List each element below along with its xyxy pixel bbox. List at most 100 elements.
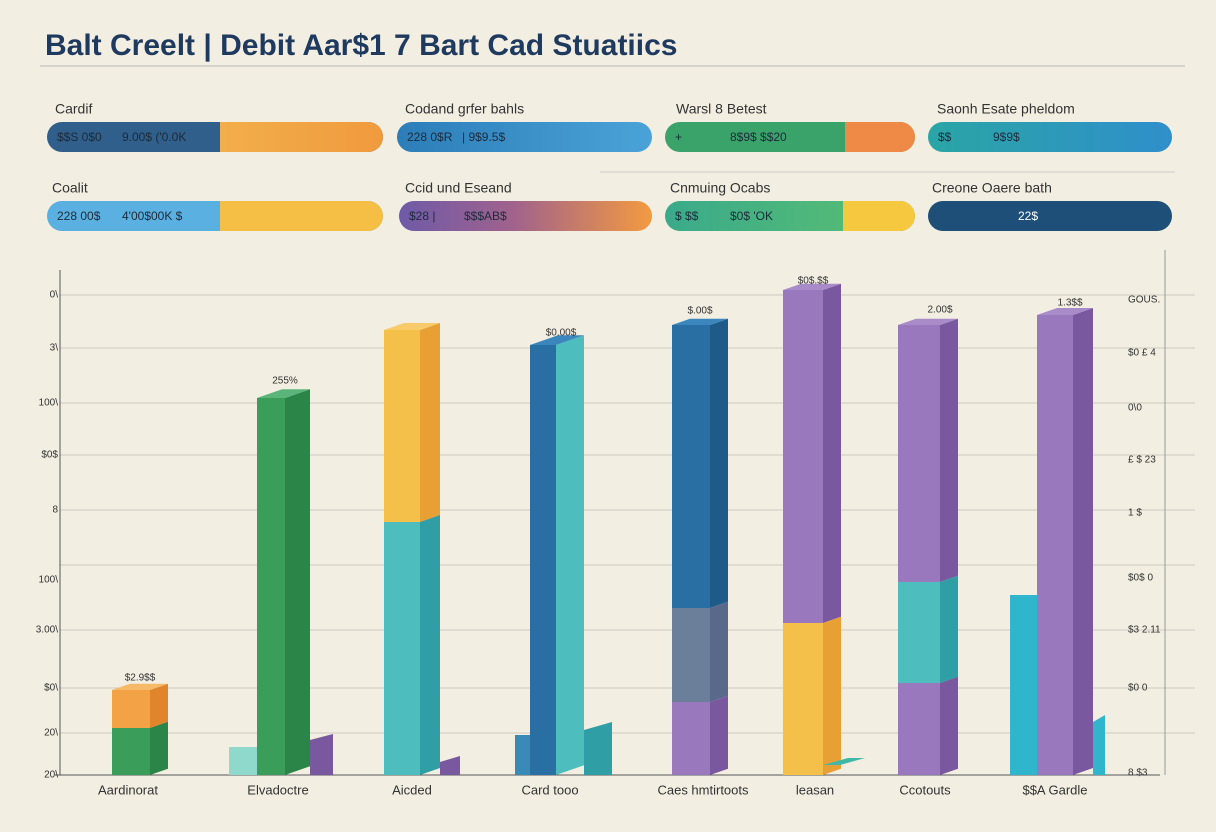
pill-segment: [397, 122, 652, 152]
bar-front: [384, 522, 420, 775]
bar-label: $.00$: [687, 306, 712, 317]
pill-label: Coalit: [52, 180, 88, 196]
x-tick-label: leasan: [796, 782, 834, 797]
bar-side: [556, 335, 584, 775]
y-tick-label-right: 0\0: [1128, 403, 1142, 414]
pill-left: +: [675, 130, 682, 144]
bar-top: [384, 323, 440, 330]
bar-front: [672, 702, 710, 775]
pill: [928, 201, 1172, 231]
y-tick-label-right: 8 $3: [1128, 768, 1148, 779]
y-tick-label-right: £ $ 23: [1128, 455, 1156, 466]
bar-small: [440, 756, 460, 775]
bar-front: [112, 728, 150, 775]
pill-left: $28 |: [409, 209, 435, 223]
bar-small: [1093, 715, 1105, 775]
pill-left: 228 00$: [57, 209, 101, 223]
pill-label: Codand grfer bahls: [405, 101, 524, 117]
bar-top: [783, 283, 841, 290]
pill-right: 9.00$ ('0.0K: [122, 130, 186, 144]
bar-small: [1010, 595, 1038, 775]
y-tick-label: 0\: [50, 290, 59, 301]
bar-side: [285, 389, 310, 775]
bar-front: [783, 290, 823, 623]
bar-side: [940, 318, 958, 582]
y-tick-label: 3\: [50, 343, 59, 354]
bar-front: [898, 582, 940, 683]
pill-left: $$S 0$0: [57, 130, 102, 144]
pill: [928, 122, 1172, 152]
pill-left: $ $$: [675, 209, 699, 223]
y-tick-label: 3.00\: [36, 625, 58, 636]
y-tick-label: $0\: [44, 683, 58, 694]
bar-top: [112, 683, 168, 690]
y-tick-label: $0$: [41, 450, 58, 461]
bar-side: [150, 683, 168, 728]
pill: [47, 201, 383, 231]
y-tick-label-right: $0 0: [1128, 683, 1148, 694]
y-tick-label: 100\: [39, 575, 59, 586]
bar-side: [420, 323, 440, 522]
bar-top: [1037, 308, 1093, 315]
pill-label: Warsl 8 Betest: [676, 101, 767, 117]
x-tick-label: Elvadoctre: [247, 782, 308, 797]
bar-side: [940, 575, 958, 683]
pill-right: 22$: [1018, 209, 1038, 223]
bar-label: $2.9$$: [125, 673, 156, 684]
y-tick-label: 100\: [39, 398, 59, 409]
bar-side: [710, 695, 728, 775]
bar-label: $0.00$: [546, 328, 577, 339]
pill-segment: [845, 122, 915, 152]
y-tick-label-right: 1 $: [1128, 508, 1142, 519]
bar-side: [940, 676, 958, 775]
y-tick-label: 20\: [44, 770, 58, 781]
bar-front: [898, 683, 940, 775]
pill-segment: [399, 201, 652, 231]
bar-top: [257, 389, 310, 398]
pill-segment: [220, 122, 383, 152]
bar-side: [823, 616, 841, 775]
y-tick-label-right: $0$ 0: [1128, 573, 1153, 584]
bar-label: 255%: [272, 376, 298, 387]
pill-right: 8$9$ $$20: [730, 130, 787, 144]
bar-side: [710, 601, 728, 702]
pill-label: Saonh Esate pheldom: [937, 101, 1075, 117]
pill-right: 9$9$: [993, 130, 1020, 144]
bar-side: [823, 283, 841, 623]
pill-label: Ccid und Eseand: [405, 180, 512, 196]
bar-side: [150, 721, 168, 775]
bar-label: 1.3$$: [1057, 298, 1082, 309]
pill-left: 228 0$R: [407, 130, 453, 144]
x-tick-label: Caes hmtirtoots: [657, 782, 749, 797]
y-tick-label-right: $0 £ 4: [1128, 348, 1156, 359]
bar-front: [672, 325, 710, 608]
y-tick-label-right: $3 2.11: [1128, 625, 1161, 636]
pill-label: Cardif: [55, 101, 92, 117]
bar-top: [672, 318, 728, 325]
pill-right: $$$AB$: [464, 209, 507, 223]
bar-label: 2.00$: [927, 305, 952, 316]
bar-label: $0$.$$: [798, 276, 829, 287]
bar-small: [823, 758, 865, 765]
x-tick-label: Card tooo: [521, 782, 578, 797]
bar-small: [229, 747, 257, 775]
bar-front: [530, 345, 556, 775]
bar-side: [420, 515, 440, 775]
pill-label: Creone Oaere bath: [932, 180, 1052, 196]
bar-top: [898, 318, 958, 325]
pill-label: Cnmuing Ocabs: [670, 180, 770, 196]
pill-right: $0$ 'OK: [730, 209, 773, 223]
bar-small: [515, 735, 531, 775]
pill: [399, 201, 652, 231]
bar-small: [584, 722, 612, 775]
pill-segment: [843, 201, 915, 231]
y-tick-label-right: GOUS.: [1128, 295, 1160, 306]
bar-side: [1073, 308, 1093, 775]
bar-front: [257, 398, 285, 775]
bar-front: [1037, 315, 1073, 775]
bar-front: [384, 330, 420, 522]
pill: [665, 122, 915, 152]
pill-segment: [928, 201, 1172, 231]
pill-right: 4'00$00K $: [122, 209, 183, 223]
